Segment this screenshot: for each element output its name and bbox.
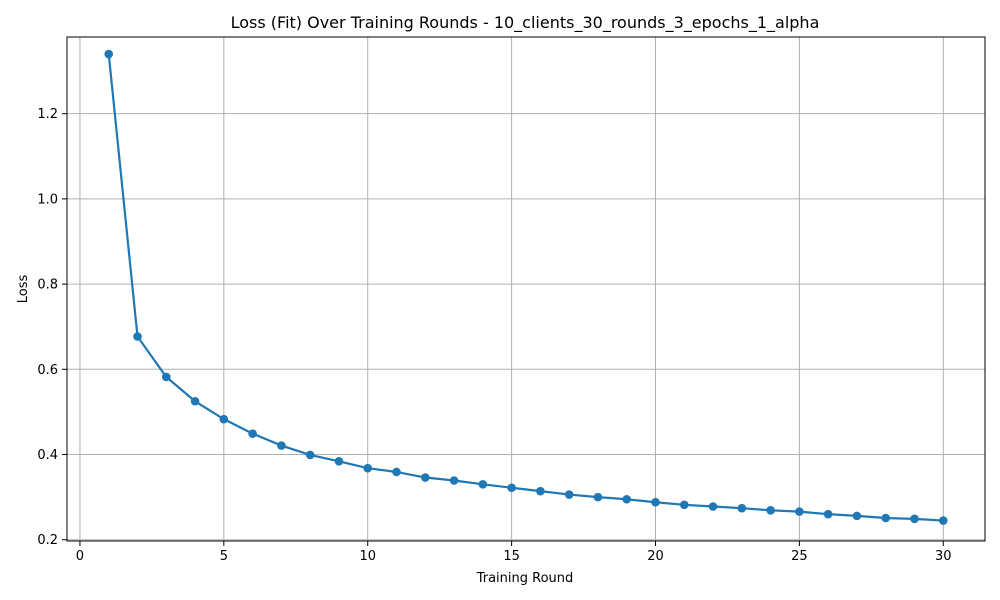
y-tick-label: 0.4: [37, 448, 58, 463]
data-point: [564, 490, 574, 499]
grid: [67, 37, 985, 541]
data-point: [248, 429, 257, 438]
data-point: [133, 332, 142, 341]
chart-title: Loss (Fit) Over Training Rounds - 10_cli…: [231, 13, 820, 33]
data-point: [795, 507, 804, 516]
x-tick-label: 25: [791, 549, 808, 564]
data-point: [305, 450, 315, 460]
series-line: [107, 53, 944, 522]
data-point: [679, 500, 689, 510]
plot-frame: [66, 36, 986, 542]
data-point: [190, 396, 200, 406]
y-tick-label: 1.0: [37, 192, 58, 207]
data-point: [708, 502, 718, 511]
y-tick-label: 0.2: [37, 533, 58, 548]
data-point: [536, 486, 545, 496]
data-point: [277, 441, 286, 450]
data-point: [651, 497, 660, 507]
y-tick-label: 1.2: [37, 107, 58, 122]
data-point: [910, 514, 919, 524]
data-point: [420, 473, 430, 482]
data-point: [219, 414, 229, 424]
y-axis-label: Loss: [16, 275, 31, 304]
data-point: [334, 457, 344, 466]
x-tick-label: 10: [359, 549, 376, 564]
axis-ticks: 0 5 10 15 20 25 30 0.2 0.4 0.6 0.8 1.0 1.2: [37, 107, 951, 564]
data-point: [449, 476, 459, 485]
x-axis-label: Training Round: [476, 571, 574, 586]
data-point: [593, 492, 603, 502]
data-point: [478, 480, 488, 489]
series-layer: [104, 49, 948, 525]
x-tick-label: 15: [503, 549, 520, 564]
data-point: [766, 506, 775, 515]
data-point: [737, 503, 747, 513]
data-point: [363, 463, 373, 473]
x-tick-label: 5: [220, 549, 228, 564]
data-point: [392, 467, 401, 477]
data-point: [507, 483, 516, 493]
data-point: [161, 372, 171, 382]
y-tick-label: 0.8: [37, 278, 58, 293]
x-tick-label: 30: [935, 549, 952, 564]
data-point: [104, 49, 114, 59]
data-point: [852, 511, 862, 521]
data-point: [881, 513, 891, 523]
data-point: [622, 494, 632, 504]
x-tick-label: 0: [76, 549, 84, 564]
data-point: [823, 509, 833, 519]
x-tick-label: 20: [647, 549, 664, 564]
data-point: [938, 516, 948, 525]
y-tick-label: 0.6: [37, 363, 58, 378]
